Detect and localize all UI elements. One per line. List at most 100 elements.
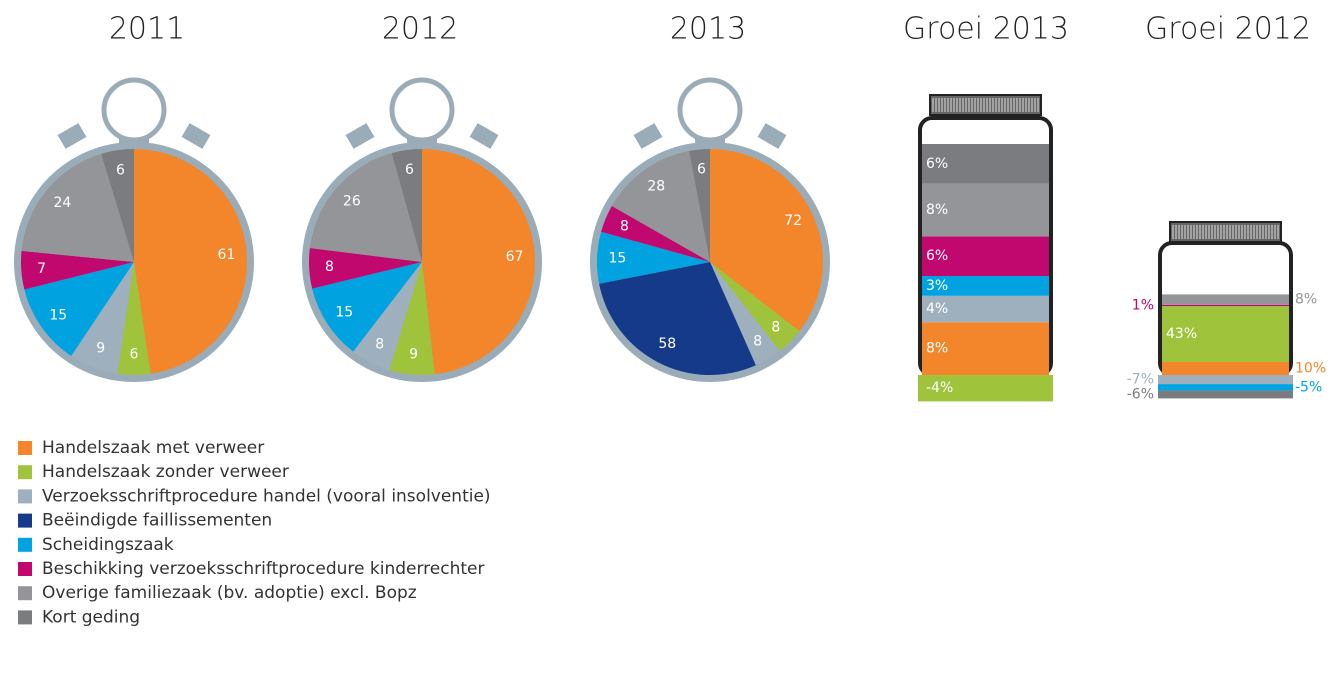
bar-segment xyxy=(922,322,1049,375)
segment-label: -5% xyxy=(1295,379,1322,395)
legend-label: Beëindigde faillissementen xyxy=(42,511,272,531)
crown-ring xyxy=(389,77,455,143)
pie-slice xyxy=(601,206,710,262)
chart-title: Groei 2012 xyxy=(1145,12,1311,47)
pie-slice xyxy=(117,262,151,375)
pie-slice xyxy=(389,262,435,375)
side-button xyxy=(345,123,375,149)
pie-slice xyxy=(611,150,710,262)
slice-label: 26 xyxy=(343,193,361,209)
legend-label: Verzoeksschriftprocedure handel (vooral … xyxy=(42,486,491,506)
segment-label: 4% xyxy=(926,301,948,317)
jar-cap xyxy=(1169,221,1282,243)
slice-label: 6 xyxy=(697,162,706,178)
bar-segment xyxy=(918,375,1053,402)
segment-label: 6% xyxy=(926,248,948,264)
slice-label: 24 xyxy=(53,195,71,211)
slice-label: 67 xyxy=(506,249,524,265)
crown-ring xyxy=(677,77,743,143)
side-button xyxy=(633,123,663,149)
side-button xyxy=(57,123,87,149)
segment-label: 10% xyxy=(1295,361,1326,377)
bar-segment xyxy=(1158,384,1293,391)
bar-segment xyxy=(1162,306,1289,362)
bar-segment xyxy=(1162,294,1289,305)
chart-title: Groei 2013 xyxy=(903,12,1069,47)
slice-label: 6 xyxy=(116,162,125,178)
bar-segment xyxy=(922,183,1049,237)
slice-label: 8 xyxy=(325,259,334,275)
pie-slice xyxy=(710,262,780,366)
pie-slice xyxy=(20,250,134,290)
segment-label: 8% xyxy=(926,341,948,357)
pie-slice xyxy=(599,262,756,376)
side-button xyxy=(181,123,211,149)
jar-cap xyxy=(929,94,1042,116)
legend-label: Handelszaak met verweer xyxy=(42,438,264,458)
legend-swatch xyxy=(18,513,32,528)
pie-slice xyxy=(21,153,134,262)
chart-title: 2013 xyxy=(670,12,746,47)
pie-slice xyxy=(312,262,422,352)
segment-label: -7% xyxy=(1127,372,1154,388)
bar-segment xyxy=(922,276,1049,296)
legend-swatch xyxy=(18,610,32,625)
slice-label: 28 xyxy=(647,179,665,195)
bar-segment xyxy=(1162,362,1289,375)
slice-label: 8 xyxy=(771,319,780,335)
slice-label: 8 xyxy=(753,333,762,349)
slice-label: 8 xyxy=(620,218,629,234)
side-button xyxy=(757,123,787,149)
pie-slice xyxy=(134,149,247,374)
segment-label: 8% xyxy=(1295,292,1317,308)
bar-segment xyxy=(1158,390,1293,399)
legend-label: Handelszaak zonder verweer xyxy=(42,462,289,482)
legend-label: Scheidingszaak xyxy=(42,535,174,555)
pie-slice xyxy=(309,153,422,262)
legend-swatch xyxy=(18,489,32,504)
side-button xyxy=(469,123,499,149)
slice-label: 58 xyxy=(658,336,676,352)
pie-slice xyxy=(309,247,422,289)
crown-ring xyxy=(101,77,167,143)
bar-segment xyxy=(922,144,1049,184)
slice-label: 9 xyxy=(409,346,418,362)
pie-slice xyxy=(391,149,422,262)
pie-slice xyxy=(422,149,535,375)
legend-swatch xyxy=(18,465,32,480)
slice-label: 7 xyxy=(37,261,46,277)
bar-segment xyxy=(1162,304,1289,307)
slice-label: 15 xyxy=(49,307,67,323)
slice-label: 72 xyxy=(784,213,802,229)
segment-label: 8% xyxy=(926,202,948,218)
bar-segment xyxy=(922,295,1049,323)
legend-swatch xyxy=(18,441,32,455)
legend-swatch xyxy=(18,586,32,601)
pie-slice xyxy=(689,149,710,262)
segment-label: 43% xyxy=(1166,326,1197,342)
slice-label: 61 xyxy=(217,247,235,263)
pie-slice xyxy=(71,262,134,374)
chart-title: 2011 xyxy=(109,12,185,47)
legend-swatch xyxy=(18,562,32,576)
slice-label: 15 xyxy=(608,250,626,266)
bar-segment xyxy=(1158,375,1293,385)
slice-label: 15 xyxy=(335,304,353,320)
legend-swatch xyxy=(18,537,32,552)
segment-label: 6% xyxy=(926,156,948,172)
legend-label: Kort geding xyxy=(42,607,140,627)
slice-label: 9 xyxy=(96,340,105,356)
bar-segment xyxy=(922,236,1049,276)
slice-label: 8 xyxy=(375,336,384,352)
chart-title: 2012 xyxy=(382,12,458,47)
segment-label: 1% xyxy=(1132,297,1154,313)
segment-label: -6% xyxy=(1127,387,1154,403)
pie-slice xyxy=(710,262,800,351)
segment-label: 3% xyxy=(926,278,948,294)
pie-slice xyxy=(101,149,134,262)
slice-label: 6 xyxy=(130,347,139,363)
slice-label: 6 xyxy=(405,162,414,178)
pie-slice xyxy=(24,262,135,356)
pie-slice xyxy=(710,149,824,332)
